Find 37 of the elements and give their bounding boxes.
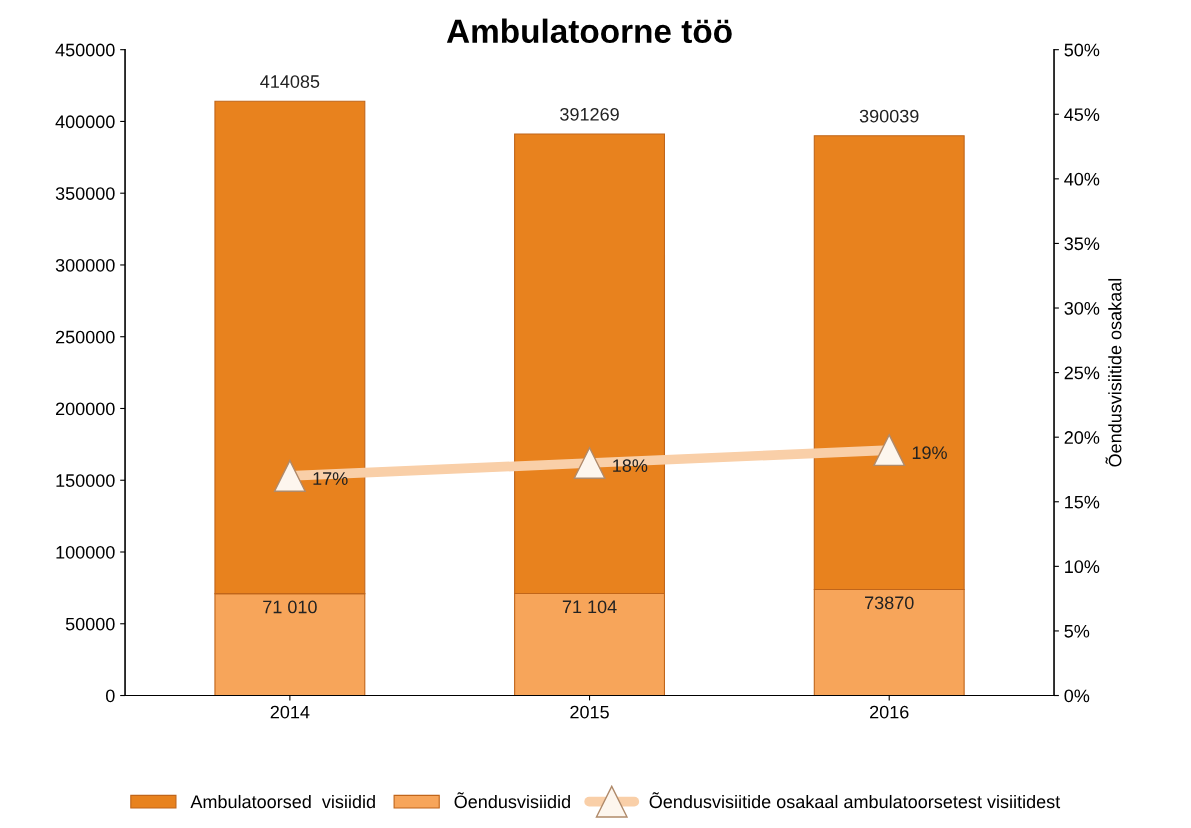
y-tick-label: 50000: [65, 617, 115, 631]
y-tick-label: 250000: [56, 330, 115, 344]
y-tick-label: 150000: [56, 474, 115, 487]
y2-tick-label: 25%: [1064, 366, 1100, 380]
legend-label: Õendusvisiidid: [454, 792, 570, 809]
y-tick-label: 100000: [56, 545, 115, 559]
y2-tick-label: 0%: [1064, 689, 1090, 703]
y-tick-label: 450000: [55, 43, 115, 57]
y-tick-label: 300000: [55, 258, 115, 272]
data-label: 71 104: [562, 600, 617, 614]
y2-tick-label: 35%: [1064, 237, 1100, 251]
y2-tick-label: 20%: [1064, 431, 1100, 444]
total-label: 391269: [560, 107, 619, 121]
data-label: 71 010: [263, 600, 317, 614]
legend-label: Õendusvisiitide osakaal ambulatoorsetest visiitidest: [649, 792, 1061, 809]
total-label: 414085: [260, 75, 320, 88]
y2-axis-title: Õendusvisiitide osakaal: [1105, 278, 1122, 467]
y2-tick-label: 45%: [1064, 108, 1100, 121]
y2-tick-label: 10%: [1065, 560, 1100, 574]
data-label: 73870: [865, 596, 914, 610]
y-tick-label: 200000: [56, 402, 115, 416]
x-tick-label: 2015: [570, 705, 609, 719]
y2-tick-label: 30%: [1064, 301, 1100, 315]
x-tick-label: 2016: [870, 705, 909, 719]
y2-tick-label: 15%: [1065, 495, 1100, 509]
data-label: 17%: [313, 472, 348, 485]
chart-title: Ambulatoorne töö: [446, 18, 732, 44]
y-tick-label: 400000: [55, 115, 115, 129]
total-label: 390039: [859, 109, 919, 123]
y2-tick-label: 50%: [1064, 43, 1100, 57]
y-tick-label: 350000: [55, 187, 115, 200]
legend-label: Ambulatoorsed visiidid: [190, 794, 375, 809]
x-tick-label: 2014: [270, 705, 310, 719]
data-label: 19%: [912, 446, 947, 460]
y2-tick-label: 40%: [1064, 172, 1100, 186]
y-tick-label: 0: [106, 689, 115, 703]
y2-tick-label: 5%: [1064, 624, 1090, 638]
